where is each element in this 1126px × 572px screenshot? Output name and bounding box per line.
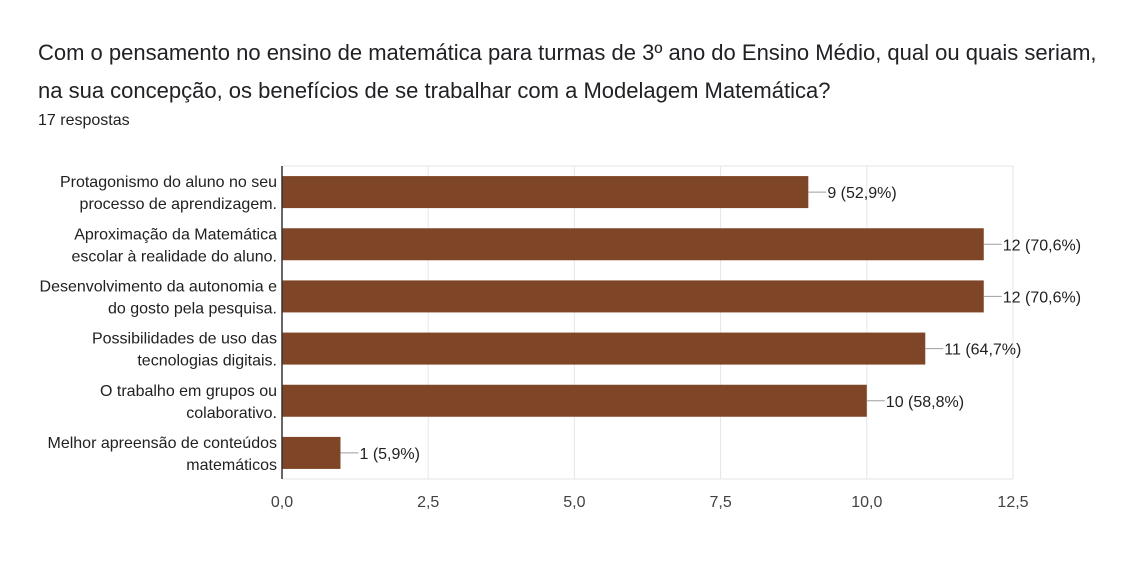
bar bbox=[282, 228, 984, 261]
category-label: Possibilidades de uso das bbox=[92, 331, 277, 348]
category-label: matemáticos bbox=[186, 457, 277, 474]
bar bbox=[282, 332, 926, 365]
category-label: escolar à realidade do aluno. bbox=[72, 248, 277, 265]
bar bbox=[282, 384, 867, 417]
category-label: tecnologias digitais. bbox=[137, 353, 277, 370]
x-tick-label: 12,5 bbox=[997, 494, 1028, 511]
x-tick-label: 2,5 bbox=[417, 494, 439, 511]
category-label: Desenvolvimento da autonomia e bbox=[40, 278, 278, 295]
bar bbox=[282, 176, 809, 209]
category-label: Protagonismo do aluno no seu bbox=[60, 174, 277, 191]
category-label: O trabalho em grupos ou bbox=[100, 383, 277, 400]
data-labels: 9 (52,9%) 12 (70,6%) 12 (70,6%) 11 (64,7%) 1… bbox=[340, 185, 1081, 463]
grid-lines bbox=[282, 165, 1014, 480]
data-label: 11 (64,7%) bbox=[944, 342, 1021, 359]
response-count: 17 respostas bbox=[38, 112, 130, 129]
category-label: processo de aprendizagem. bbox=[80, 196, 277, 213]
x-tick-label: 5,0 bbox=[563, 494, 585, 511]
category-label: colaborativo. bbox=[186, 405, 277, 422]
x-tick-label: 10,0 bbox=[851, 494, 882, 511]
chart-title: Com o pensamento no ensino de matemática… bbox=[38, 40, 1097, 103]
category-label: Melhor apreensão de conteúdos bbox=[48, 435, 278, 452]
bar bbox=[282, 280, 984, 313]
data-label: 12 (70,6%) bbox=[1003, 289, 1081, 306]
data-label: 10 (58,8%) bbox=[886, 394, 964, 411]
bar bbox=[282, 436, 341, 469]
bars bbox=[282, 176, 984, 469]
x-axis-ticks: 0,0 2,5 5,0 7,5 10,0 12,5 bbox=[271, 494, 1029, 511]
x-tick-label: 0,0 bbox=[271, 494, 293, 511]
data-label: 9 (52,9%) bbox=[827, 185, 896, 202]
data-label: 12 (70,6%) bbox=[1003, 237, 1081, 254]
data-label: 1 (5,9%) bbox=[359, 446, 419, 463]
x-tick-label: 7,5 bbox=[709, 494, 731, 511]
category-labels: Protagonismo do aluno no seu processo de … bbox=[40, 174, 278, 474]
category-label: Aproximação da Matemática bbox=[74, 226, 277, 243]
category-label: do gosto pela pesquisa. bbox=[108, 300, 277, 317]
